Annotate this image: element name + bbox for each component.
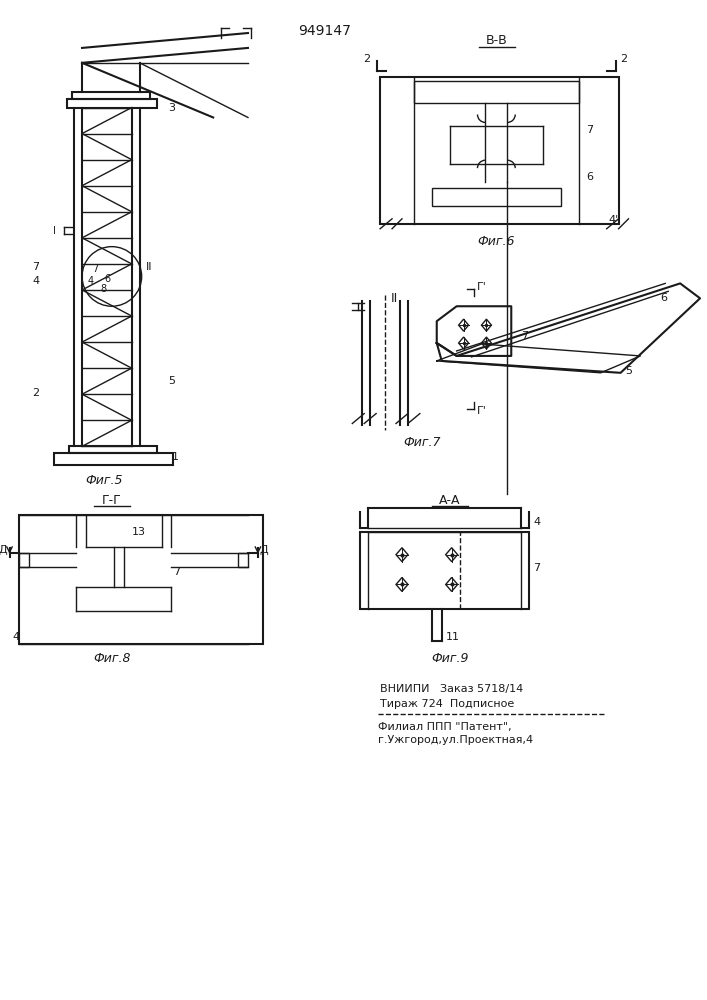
Text: 8: 8 [100, 284, 106, 294]
Text: 4: 4 [533, 517, 540, 527]
Text: Фиг.7: Фиг.7 [403, 436, 440, 449]
Text: 7: 7 [173, 567, 180, 577]
Text: 5: 5 [626, 366, 633, 376]
Text: 13: 13 [132, 527, 146, 537]
Text: 2: 2 [363, 54, 370, 64]
Text: Фиг.5: Фиг.5 [85, 474, 122, 487]
Bar [238, 553, 248, 567]
Text: I: I [53, 226, 56, 236]
Text: 6: 6 [104, 274, 110, 284]
Bar [67, 99, 156, 108]
Text: Г': Г' [477, 406, 486, 416]
Bar [20, 553, 30, 567]
Bar [20, 515, 263, 644]
Text: г.Ужгород,ул.Проектная,4: г.Ужгород,ул.Проектная,4 [378, 735, 533, 745]
Text: Тираж 724  Подписное: Тираж 724 Подписное [380, 699, 515, 709]
Text: Фиг.9: Фиг.9 [431, 652, 469, 665]
Text: 5: 5 [168, 376, 175, 386]
Text: 949147: 949147 [298, 24, 351, 38]
Text: Филиал ППП "Патент",: Филиал ППП "Патент", [378, 722, 512, 732]
Text: 3: 3 [168, 103, 175, 113]
Text: 7: 7 [33, 262, 40, 272]
Text: Г': Г' [477, 282, 486, 292]
Bar [414, 81, 579, 103]
Bar [54, 453, 173, 465]
Text: ВНИИПИ   Заказ 5718/14: ВНИИПИ Заказ 5718/14 [380, 684, 523, 694]
Text: 4': 4' [609, 215, 619, 225]
Text: II: II [146, 262, 152, 272]
Text: Д: Д [260, 545, 269, 555]
Bar [69, 446, 156, 453]
Bar [72, 92, 150, 99]
Text: 2: 2 [621, 54, 628, 64]
Text: 11: 11 [445, 632, 460, 642]
Text: 4: 4 [88, 276, 94, 286]
Text: II: II [390, 292, 397, 305]
Text: 7: 7 [521, 331, 528, 341]
Bar [380, 77, 619, 224]
Text: 7: 7 [533, 563, 540, 573]
Text: Фиг.6: Фиг.6 [478, 235, 515, 248]
Text: В-В: В-В [486, 34, 507, 47]
Text: Д: Д [0, 545, 8, 555]
Text: 6: 6 [660, 293, 667, 303]
Text: 7: 7 [586, 125, 593, 135]
Text: Г-Г: Г-Г [102, 494, 122, 507]
Bar [361, 532, 529, 609]
Text: Фиг.8: Фиг.8 [93, 652, 131, 665]
Text: 4: 4 [13, 632, 20, 642]
Text: А-А: А-А [439, 494, 460, 507]
Text: 6: 6 [586, 172, 592, 182]
Bar [432, 188, 561, 206]
Text: 1: 1 [172, 452, 178, 462]
Text: 4: 4 [33, 276, 40, 286]
Text: 7: 7 [92, 264, 98, 274]
Text: 2: 2 [33, 388, 40, 398]
